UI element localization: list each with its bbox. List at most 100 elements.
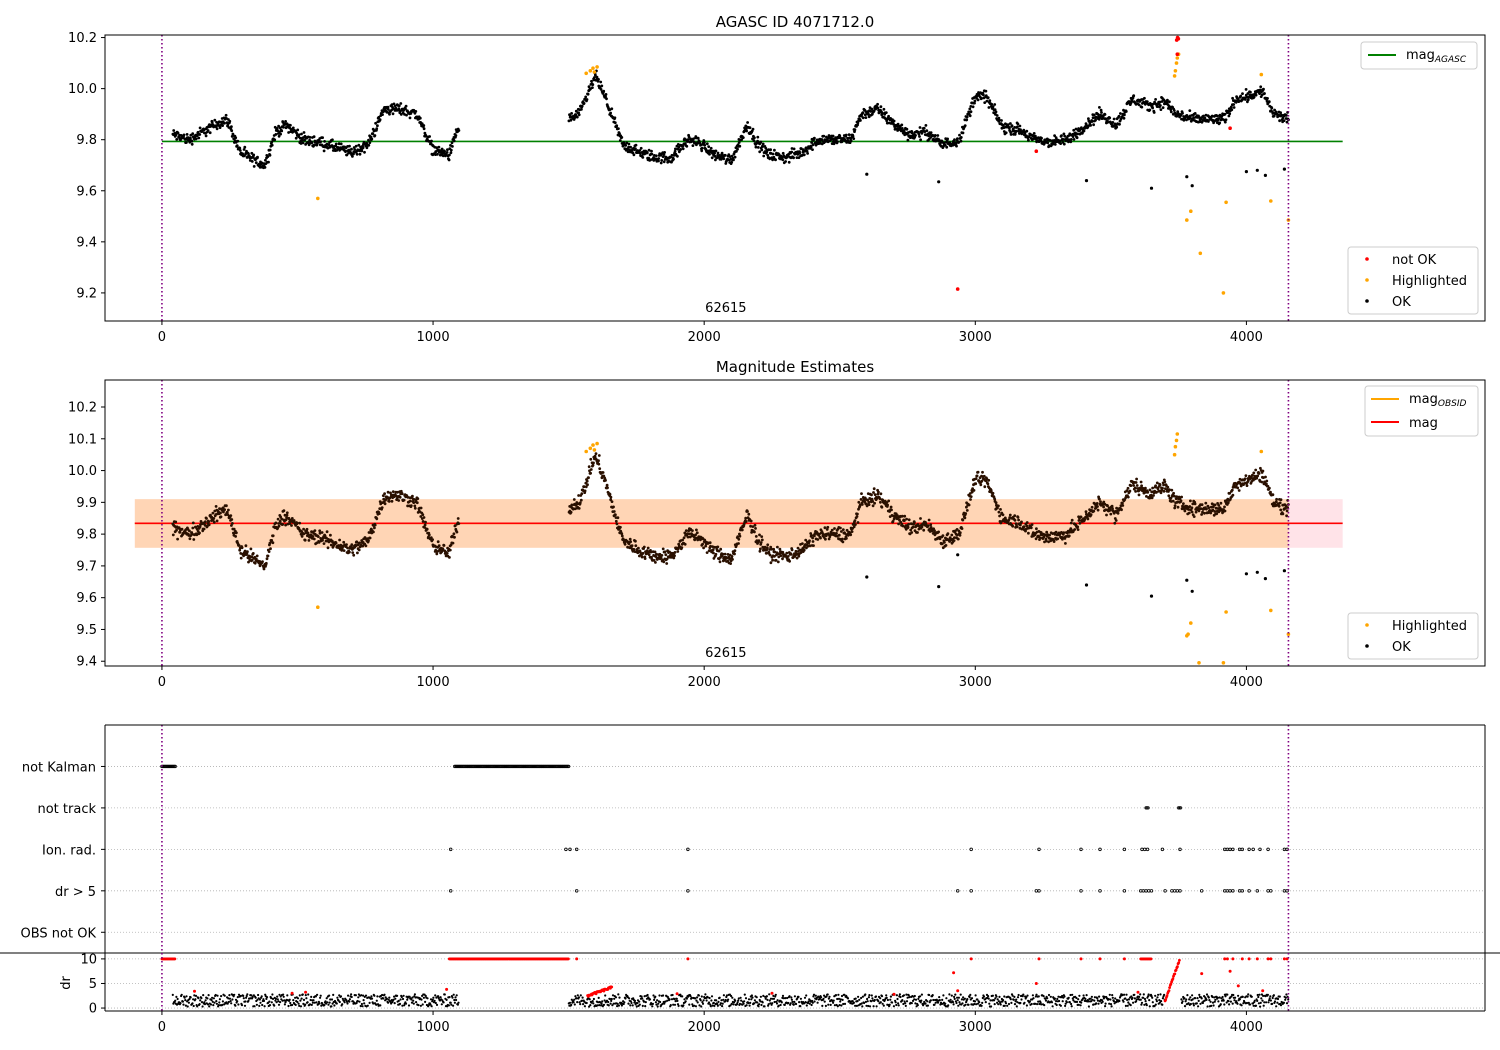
- ok-point: [1200, 513, 1203, 516]
- ok-point: [753, 523, 757, 527]
- ok-point: [686, 138, 690, 141]
- ok-point: [357, 143, 361, 147]
- ok-point: [1285, 514, 1288, 518]
- ok-point: [946, 137, 949, 141]
- ok-point: [660, 159, 664, 162]
- ok-point: [284, 120, 287, 123]
- ok-point: [968, 107, 972, 111]
- ok-point: [383, 502, 387, 506]
- dr-ok-point: [402, 994, 405, 997]
- dr-ok-point: [268, 1000, 271, 1003]
- ok-point: [819, 536, 822, 540]
- dr-ok-point: [297, 1002, 300, 1005]
- ok-point: [795, 156, 799, 160]
- ok-point: [380, 506, 384, 509]
- ok-point: [976, 98, 980, 102]
- ok-point: [1132, 484, 1135, 487]
- ok-point: [1232, 106, 1236, 109]
- ok-point: [841, 528, 845, 531]
- ok-point: [1279, 498, 1283, 502]
- ok-point: [808, 539, 811, 543]
- ok-point: [589, 468, 593, 471]
- ok-point: [1071, 135, 1075, 139]
- dr-ok-point: [316, 993, 319, 996]
- ok-point: [870, 107, 874, 111]
- ok-point: [839, 526, 842, 530]
- ok-point: [205, 517, 208, 520]
- dr-ok-point: [289, 1001, 292, 1005]
- ok-point: [218, 126, 222, 129]
- ok-point: [298, 521, 302, 525]
- dr-ok-point: [330, 1005, 333, 1008]
- ok-point: [277, 134, 281, 138]
- ok-point: [634, 147, 637, 151]
- ok-point: [889, 505, 893, 509]
- highlighted-point: [1172, 452, 1177, 457]
- ok-point: [1172, 491, 1175, 495]
- ok-point: [428, 135, 431, 138]
- ok-point: [1268, 486, 1271, 490]
- y-tick-label: 9.2: [76, 286, 97, 301]
- dr-ok-point: [305, 997, 308, 1000]
- ok-point: [226, 123, 230, 127]
- ok-point: [976, 470, 980, 474]
- ok-point: [917, 132, 921, 136]
- x-tick-label: 2000: [688, 330, 721, 345]
- ok-point: [311, 535, 315, 538]
- dr-ok-point: [286, 994, 289, 997]
- ok-point: [927, 518, 931, 522]
- ok-point: [1053, 143, 1057, 146]
- ok-point: [861, 111, 865, 115]
- ok-point: [802, 548, 806, 552]
- ok-point: [634, 544, 638, 548]
- dr-ok-point: [387, 1001, 390, 1004]
- ok-point: [1027, 531, 1030, 535]
- ok-point: [999, 508, 1002, 511]
- ok-point: [383, 492, 386, 495]
- ok-point: [331, 138, 334, 142]
- ok-point: [677, 145, 681, 149]
- ok-point: [1145, 100, 1149, 103]
- ok-point: [1245, 484, 1249, 487]
- ok-point: [614, 513, 617, 517]
- ok-point: [662, 160, 666, 164]
- ok-point: [387, 108, 390, 111]
- legend-label-not-ok: not OK: [1392, 253, 1437, 268]
- ok-point: [887, 114, 890, 118]
- ok-point: [445, 552, 449, 555]
- ok-point: [778, 547, 782, 551]
- ok-point: [684, 529, 688, 532]
- ok-point: [192, 538, 196, 541]
- dr-ok-point: [315, 1001, 318, 1004]
- ok-point: [855, 515, 859, 518]
- dr-ok-point: [393, 1002, 396, 1005]
- ok-point: [390, 499, 394, 503]
- ok-point: [455, 530, 459, 534]
- ok-point: [1185, 578, 1189, 582]
- dr-ok-point: [413, 993, 416, 996]
- dr-ok-point: [341, 1003, 344, 1006]
- ok-point: [436, 540, 440, 544]
- ok-point: [448, 153, 451, 157]
- ok-point: [1070, 518, 1074, 522]
- ok-point: [836, 140, 839, 144]
- ok-point: [450, 141, 454, 145]
- ok-point: [1149, 186, 1154, 190]
- ok-point: [592, 461, 595, 465]
- dr-ok-point: [348, 998, 351, 1001]
- ok-point: [845, 537, 848, 540]
- ok-point: [797, 554, 801, 558]
- ok-point: [207, 523, 211, 527]
- ok-point: [1161, 106, 1165, 109]
- ok-point: [1046, 141, 1050, 145]
- ok-point: [271, 541, 275, 545]
- ok-point: [376, 124, 379, 128]
- ok-point: [967, 503, 971, 507]
- ok-point: [270, 140, 274, 144]
- dr-ok-point: [176, 997, 179, 1001]
- ok-point: [1172, 494, 1176, 498]
- ok-point: [723, 153, 727, 157]
- ok-point: [738, 534, 742, 538]
- ok-point: [657, 157, 661, 160]
- ok-point: [1122, 116, 1126, 120]
